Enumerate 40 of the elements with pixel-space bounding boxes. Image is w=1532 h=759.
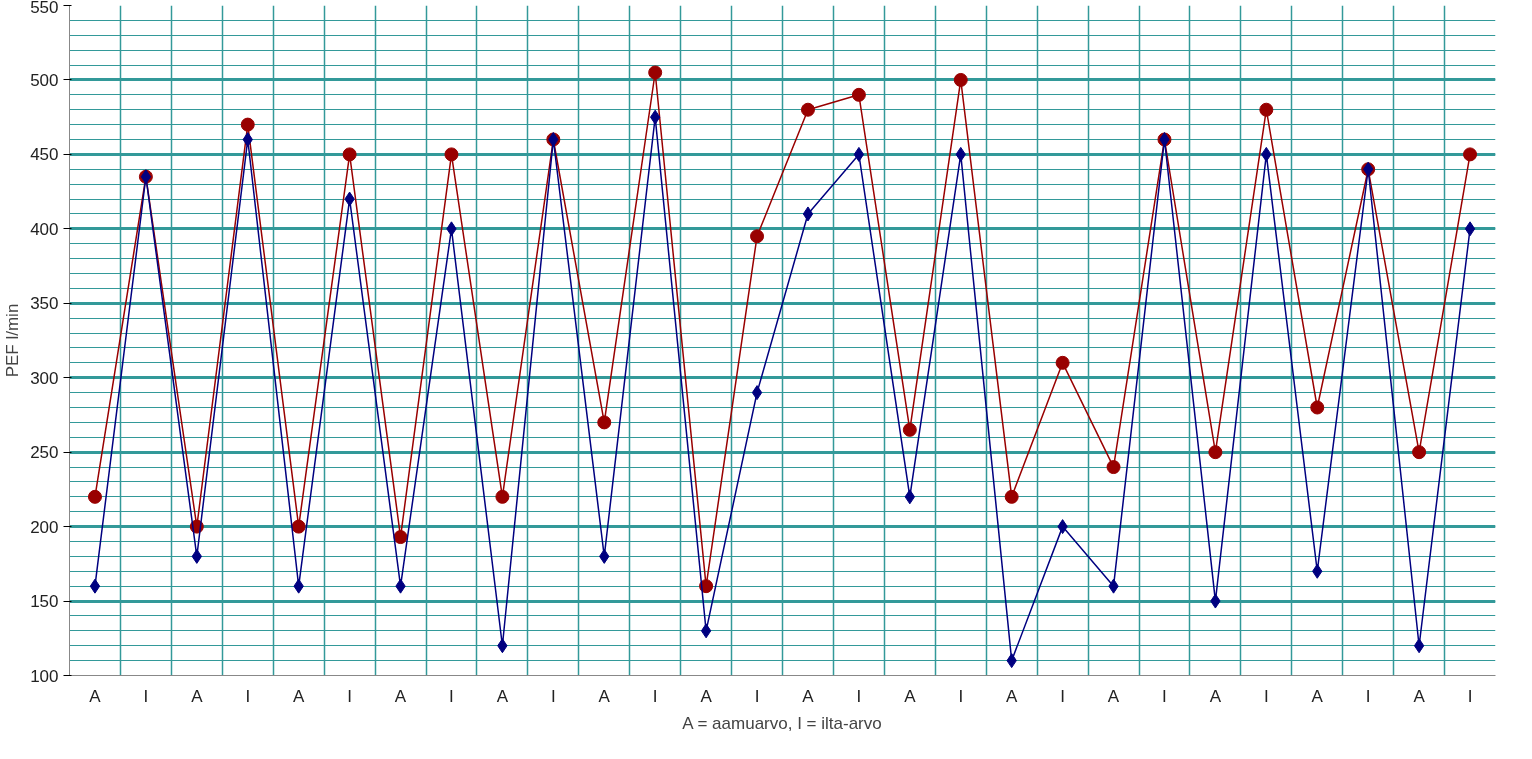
x-tick-label: A [1209, 686, 1222, 706]
y-tick-label: 450 [30, 145, 59, 165]
x-tick-label: I [347, 686, 352, 706]
x-tick-label: I [1060, 686, 1065, 706]
x-tick-label: A [1006, 686, 1019, 706]
x-tick-label: I [143, 686, 149, 706]
x-tick-label: A [802, 686, 815, 706]
x-tick-label: A [496, 686, 509, 706]
y-tick-label: 100 [30, 666, 59, 686]
x-tick-label: A [293, 686, 306, 706]
x-tick-label: I [1162, 686, 1167, 706]
y-tick-label: 200 [30, 517, 59, 537]
y-tick-label: 350 [30, 294, 59, 314]
x-tick-label: A [1107, 686, 1120, 706]
y-axis-title: PEF l/min [3, 303, 23, 378]
x-tick-label: I [1365, 686, 1371, 706]
x-tick-label: I [1467, 686, 1473, 706]
y-tick-label: 550 [30, 0, 59, 17]
y-tick-label: 300 [30, 368, 59, 388]
y-tick-label: 250 [30, 443, 59, 463]
x-tick-label: A [904, 686, 917, 706]
x-tick-label: I [652, 686, 658, 706]
x-tick-label: A [89, 686, 102, 706]
y-tick-label: 500 [30, 70, 59, 90]
x-tick-label: A [1311, 686, 1324, 706]
x-tick-label: A [598, 686, 611, 706]
y-tick-label: 150 [30, 592, 59, 612]
x-tick-label: I [550, 686, 556, 706]
x-tick-label: A [1413, 686, 1426, 706]
x-tick-label: I [449, 686, 454, 706]
x-tick-label: I [754, 686, 760, 706]
x-tick-label: I [1263, 686, 1269, 706]
y-tick-label: 400 [30, 219, 59, 239]
x-tick-label: I [245, 686, 251, 706]
x-tick-label: A [394, 686, 407, 706]
x-tick-label: I [856, 686, 862, 706]
x-tick-label: I [958, 686, 964, 706]
x-tick-label: A [191, 686, 204, 706]
x-axis-title: A = aamuarvo, I = ilta-arvo [682, 713, 882, 733]
x-tick-label: A [700, 686, 713, 706]
